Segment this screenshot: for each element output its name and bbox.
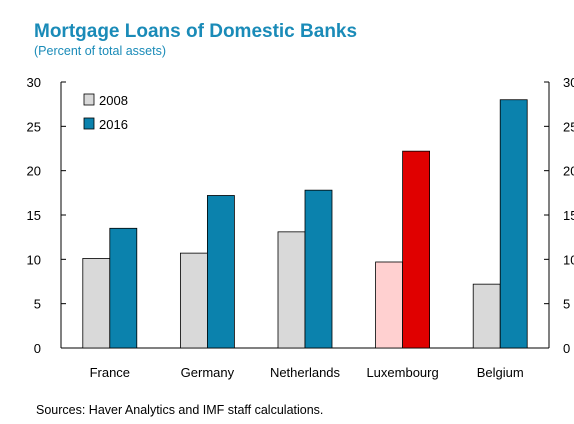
- chart-axes: 0 0 5 5 10 10 15 15 20 20 25 25 30 30: [27, 75, 574, 356]
- y-tick-label-right: 15: [563, 208, 574, 223]
- y-tick-label-left: 0: [34, 341, 41, 356]
- x-tick-label: Belgium: [477, 365, 524, 380]
- y-tick-label-left: 5: [34, 297, 41, 312]
- bar-2008-luxembourg: [375, 261, 404, 349]
- x-tick-label: Netherlands: [270, 365, 341, 380]
- y-tick-label-right: 30: [563, 75, 574, 90]
- bar-2016-netherlands: [304, 189, 333, 349]
- bar-2016-germany: [206, 195, 235, 349]
- chart-subtitle: (Percent of total assets): [34, 44, 167, 58]
- bar-2008-netherlands: [277, 231, 306, 349]
- bar-2008-germany: [179, 252, 208, 349]
- legend-swatch-2008: [83, 93, 95, 106]
- x-tick-label: Germany: [181, 365, 235, 380]
- legend-label-2008: 2008: [99, 93, 128, 108]
- chart-title: Mortgage Loans of Domestic Banks: [34, 21, 358, 42]
- x-tick-label: France: [90, 365, 130, 380]
- y-tick-label-right: 20: [563, 164, 574, 179]
- y-tick-label-right: 10: [563, 252, 574, 267]
- legend-swatch-2016: [83, 117, 95, 130]
- x-axis-labels: France Germany Netherlands Luxembourg Belgiu…: [90, 365, 524, 380]
- chart-legend: 2008 2016: [83, 93, 128, 132]
- sources-note: Sources: Haver Analytics and IMF staff c…: [36, 403, 324, 417]
- y-tick-label-right: 5: [563, 297, 570, 312]
- y-tick-label-left: 15: [27, 208, 41, 223]
- y-tick-label-left: 10: [27, 252, 41, 267]
- bar-2016-luxembourg: [402, 150, 431, 349]
- y-tick-label-right: 25: [563, 119, 574, 134]
- legend-label-2016: 2016: [99, 117, 128, 132]
- y-tick-label-left: 25: [27, 119, 41, 134]
- x-tick-label: Luxembourg: [366, 365, 438, 380]
- y-tick-label-right: 0: [563, 341, 570, 356]
- bar-2016-france: [109, 227, 138, 349]
- bar-2008-france: [82, 258, 111, 349]
- bar-2008-belgium: [472, 283, 501, 349]
- y-tick-label-left: 30: [27, 75, 41, 90]
- chart-bars: [82, 99, 528, 349]
- y-tick-label-left: 20: [27, 164, 41, 179]
- bar-2016-belgium: [499, 99, 528, 349]
